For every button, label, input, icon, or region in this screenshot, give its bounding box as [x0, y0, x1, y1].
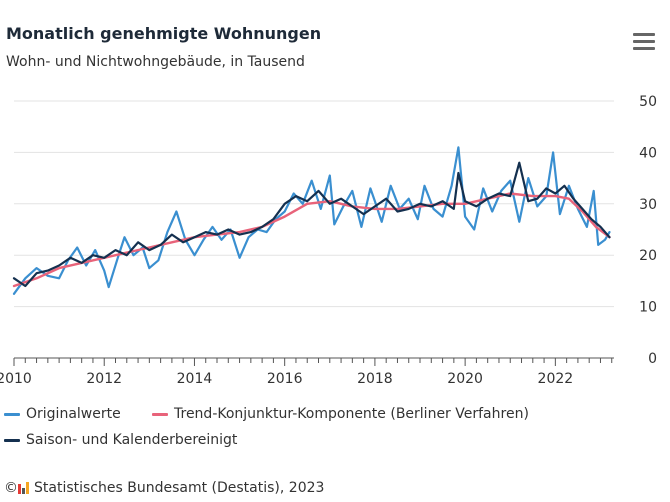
source-footer: © Statistisches Bundesamt (Destatis), 20…: [4, 480, 324, 496]
legend-swatch-seasonal: [4, 438, 20, 442]
legend-label-trend: Trend-Konjunktur-Komponente (Berliner Ve…: [174, 406, 529, 422]
legend-item-seasonal[interactable]: Saison- und Kalenderbereinigt: [4, 432, 237, 448]
y-tick-label-0: 0: [648, 351, 657, 367]
x-tick-label-2022: 2022: [538, 371, 574, 387]
chart-title: Monatlich genehmigte Wohnungen: [6, 24, 322, 43]
x-tick-label-2020: 2020: [447, 371, 483, 387]
series-line-originalwerte: [12, 146, 611, 295]
x-tick-label-2016: 2016: [267, 371, 303, 387]
destatis-logo-icon: [18, 482, 30, 494]
series-line-trend: [12, 192, 611, 288]
y-tick-label-10: 10: [639, 300, 657, 316]
copyright-symbol: ©: [4, 480, 18, 496]
legend-label-seasonal: Saison- und Kalenderbereinigt: [26, 432, 238, 448]
y-tick-label-50: 50: [639, 94, 657, 110]
y-tick-label-40: 40: [639, 145, 657, 161]
x-tick-label-2014: 2014: [177, 371, 213, 387]
line-chart: 0 10 20 30 40 50 2010 2012 2014 2016 2018 2020 2022: [0, 94, 657, 387]
x-tick-label-2010: 2010: [0, 371, 32, 387]
legend-item-trend[interactable]: Trend-Konjunktur-Komponente (Berliner Ve…: [152, 406, 529, 422]
legend-swatch-trend: [152, 412, 168, 416]
y-tick-label-20: 20: [639, 248, 657, 264]
legend-label-original: Originalwerte: [26, 406, 121, 422]
legend-swatch-original: [4, 412, 20, 416]
source-text: Statistisches Bundesamt (Destatis), 2023: [34, 480, 325, 496]
series-line-saisonbereinigt: [12, 161, 611, 288]
hamburger-menu-icon[interactable]: [633, 33, 655, 51]
x-tick-label-2012: 2012: [86, 371, 122, 387]
legend-item-original[interactable]: Originalwerte: [4, 406, 121, 422]
chart-subtitle: Wohn- und Nichtwohngebäude, in Tausend: [6, 54, 305, 70]
x-tick-label-2018: 2018: [357, 371, 393, 387]
y-tick-label-30: 30: [639, 197, 657, 213]
